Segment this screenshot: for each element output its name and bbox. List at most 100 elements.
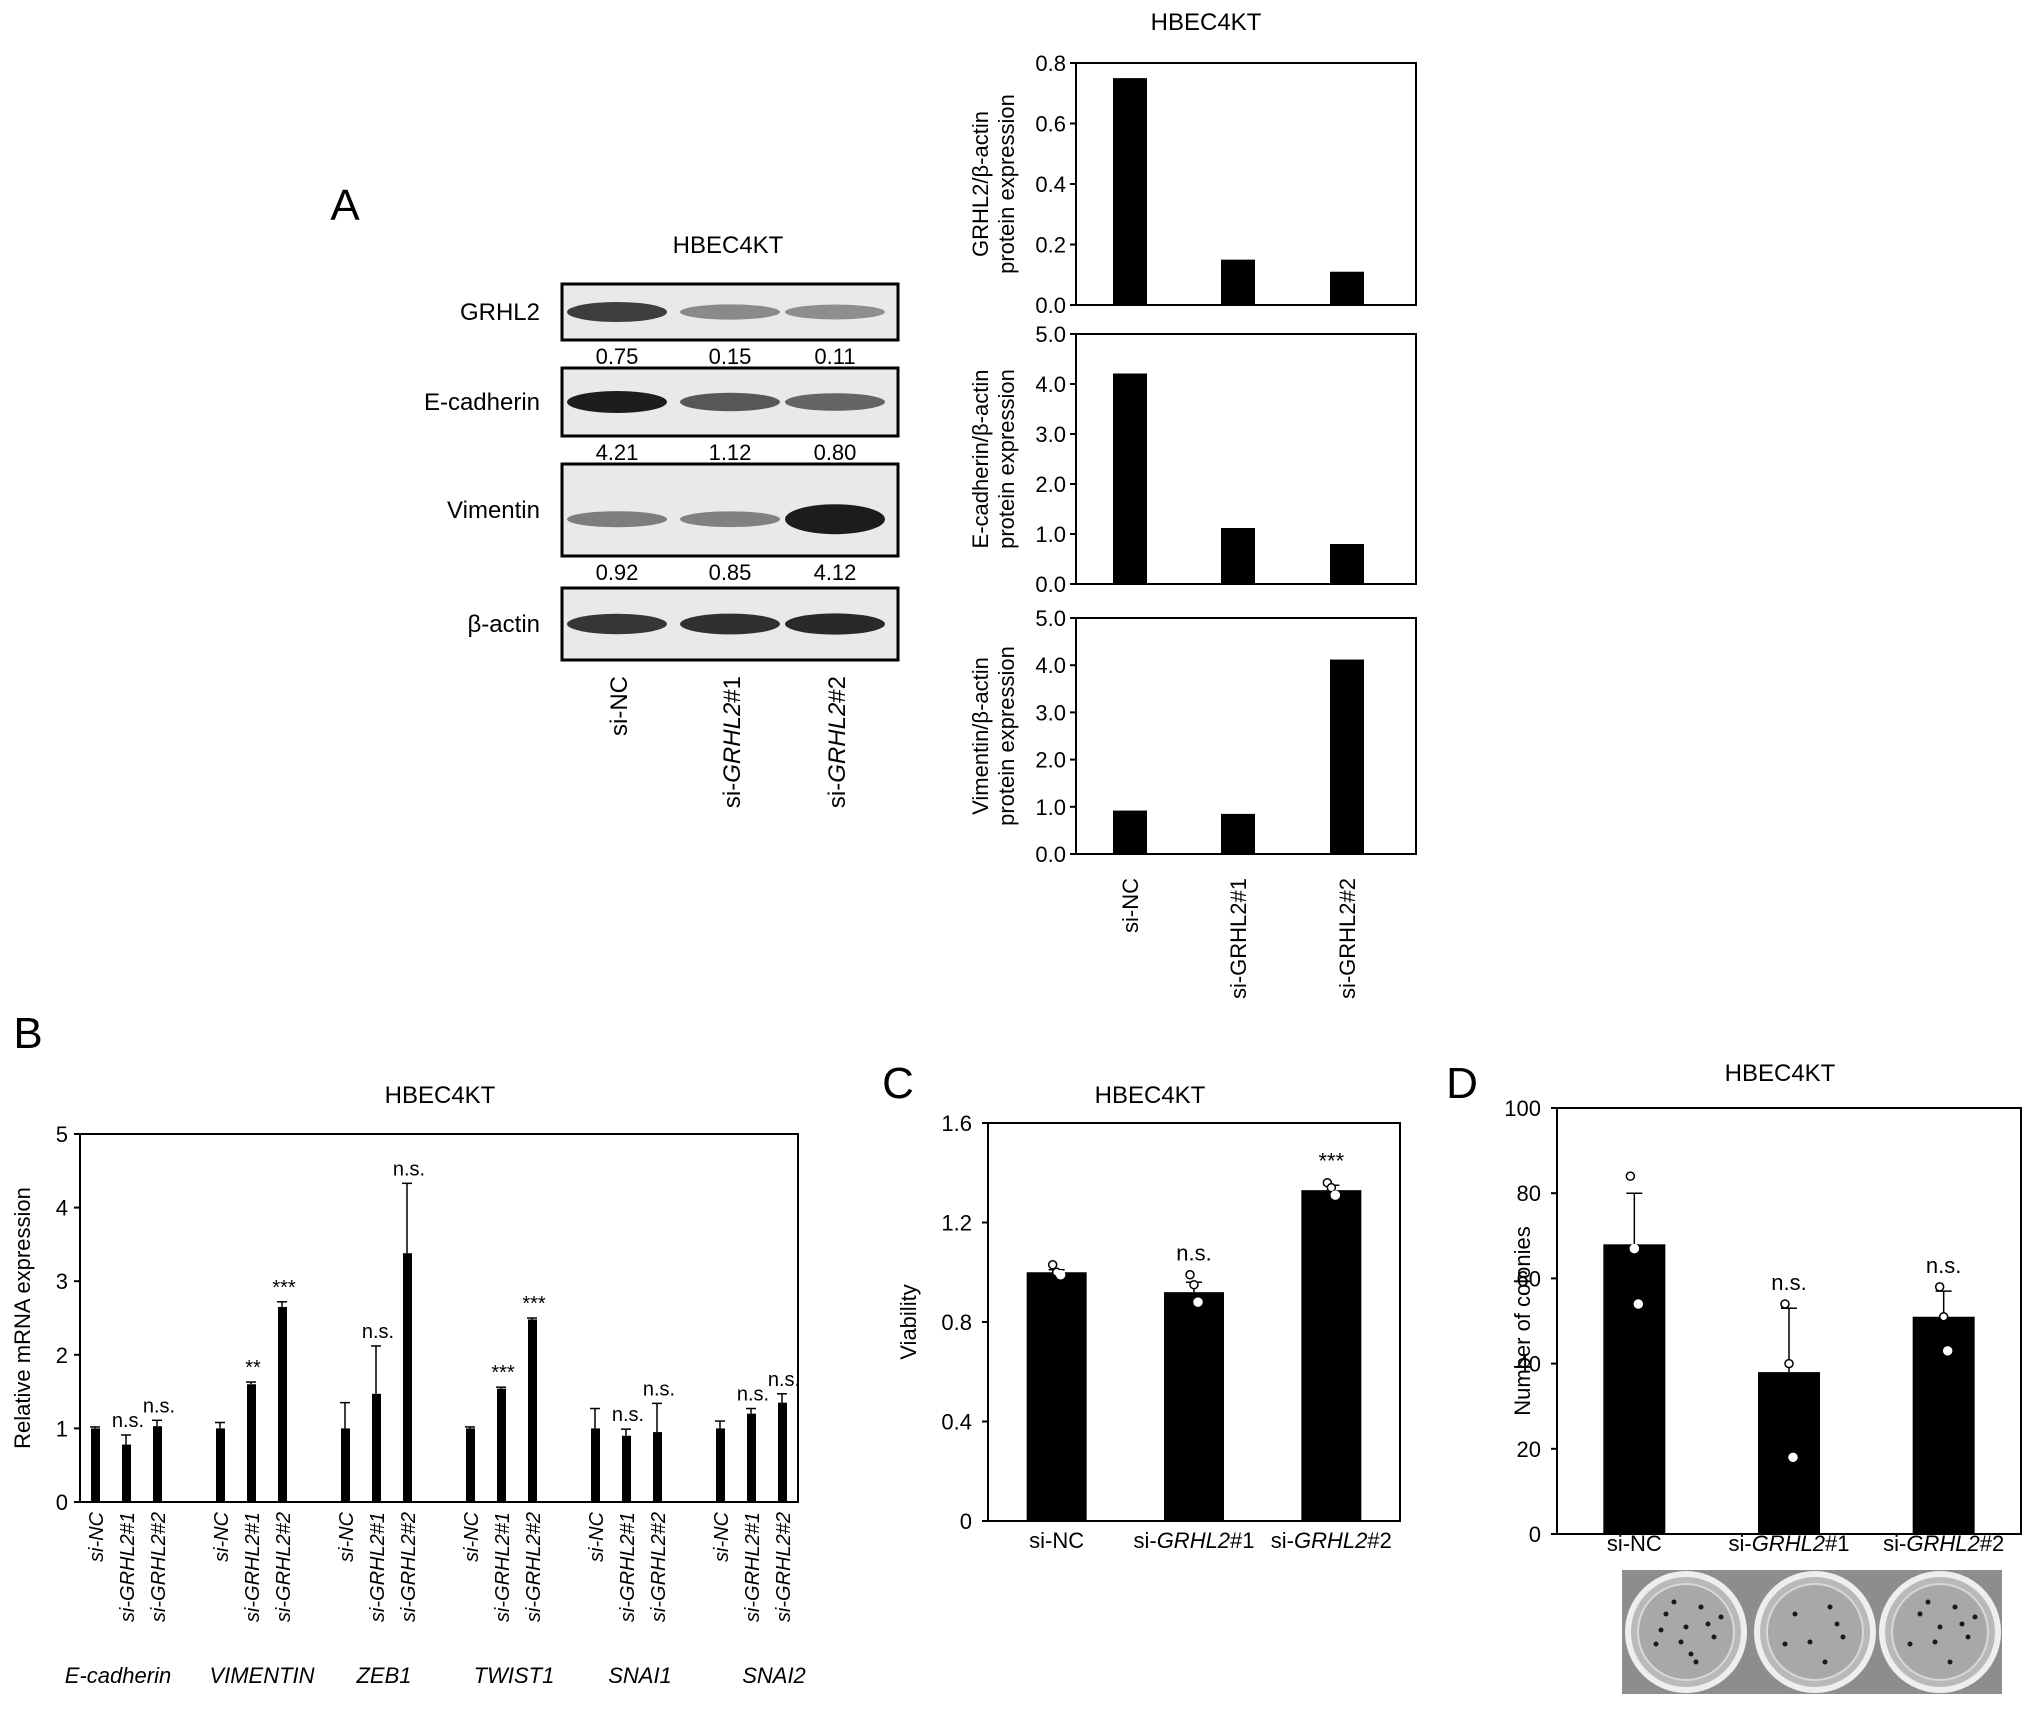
x-tick-label: si-NC <box>211 1511 233 1562</box>
x-tick-label: si-GRHL2#2 <box>1883 1531 2004 1556</box>
blot-quant-value: 0.92 <box>596 560 639 585</box>
label-part: si-NC <box>606 676 633 736</box>
data-point <box>1938 1311 1949 1322</box>
label-part: #2 <box>523 1512 545 1534</box>
blot-quant-value: 0.75 <box>596 344 639 369</box>
gene-label: SNAI1 <box>608 1663 672 1688</box>
label-part: si-NC <box>1607 1531 1662 1556</box>
label-part: #1 <box>1230 1528 1254 1553</box>
significance-label: *** <box>272 1277 296 1299</box>
x-tick-label: si-GRHL2#1 <box>367 1512 389 1622</box>
data-point <box>1633 1299 1644 1309</box>
data-point <box>1625 1171 1636 1181</box>
x-tick-label: si-GRHL2#1 <box>742 1512 764 1622</box>
significance-label: n.s. <box>768 1369 800 1391</box>
label-part: #1 <box>242 1512 264 1534</box>
y-tick-label: 20 <box>1517 1437 1541 1462</box>
label-part: si- <box>1133 1528 1156 1553</box>
y-tick-label: 40 <box>1517 1352 1541 1377</box>
significance-label: n.s. <box>362 1321 394 1343</box>
chart-title: HBEC4KT <box>1725 1060 1836 1087</box>
label-part-italic: GRHL2 <box>1906 1531 1979 1556</box>
colony <box>1688 1651 1694 1657</box>
colony <box>1678 1639 1684 1645</box>
y-tick-label: 2.0 <box>1035 748 1066 773</box>
y-tick-label: 1 <box>56 1416 68 1441</box>
label-part: si-NC <box>711 1511 733 1562</box>
bar <box>372 1393 381 1502</box>
label-part: #2 <box>398 1512 420 1534</box>
gene-label: VIMENTIN <box>209 1663 314 1688</box>
x-tick-label: si-GRHL2#1 <box>617 1512 639 1622</box>
x-tick-label: si-NC <box>1607 1531 1662 1556</box>
blot-band <box>785 613 885 635</box>
bar <box>1113 78 1147 305</box>
y-tick-label: 5.0 <box>1035 606 1066 631</box>
bar <box>341 1428 350 1502</box>
data-point <box>1330 1190 1341 1200</box>
plot-frame <box>79 1133 799 1503</box>
blot-row-1: E-cadherin 4.21 1.12 0.80 <box>424 366 900 465</box>
y-tick-label: 2.0 <box>1035 472 1066 497</box>
y-axis-label: GRHL2/β-actin <box>968 111 993 257</box>
colony <box>1658 1627 1664 1633</box>
y-tick-label: 0.4 <box>941 1410 972 1435</box>
dish-inner <box>1891 1583 1989 1681</box>
significance-label: n.s. <box>112 1410 144 1432</box>
label-part: si- <box>617 1601 639 1622</box>
significance-label: *** <box>491 1362 515 1384</box>
bar <box>1113 810 1147 854</box>
chart-C: HBEC4KT 0 0.4 0.8 1.2 1.6 Viability si-NC n.s. si… <box>896 1082 1401 1553</box>
label-part: #1 <box>742 1512 764 1534</box>
label-part-italic: GRHL2 <box>1294 1528 1367 1553</box>
chart-A-vim: 0.0 1.0 2.0 3.0 4.0 5.0 Vimentin/β-actin protei… <box>968 606 1417 999</box>
y-tick-label: 0.2 <box>1035 233 1066 258</box>
y-tick-label: 5.0 <box>1035 322 1066 347</box>
x-tick-label: si-NC <box>1118 878 1143 933</box>
label-part: #2 <box>1980 1531 2004 1556</box>
x-tick-label: si-GRHL2#2 <box>648 1512 670 1622</box>
significance-label: n.s. <box>737 1384 769 1406</box>
data-point <box>1326 1182 1337 1193</box>
significance-label: ** <box>245 1357 261 1379</box>
label-part: si- <box>367 1601 389 1622</box>
bar <box>1603 1244 1666 1534</box>
bar-group-0: si-NCn.s.si-GRHL2#1n.s.si-GRHL2#2E-cadhe… <box>65 1395 175 1688</box>
colony <box>1822 1659 1828 1665</box>
bar <box>1221 259 1255 305</box>
blot-band <box>785 304 885 320</box>
chart-title: HBEC4KT <box>1095 1082 1206 1109</box>
label-part: si- <box>273 1601 295 1622</box>
y-tick-label: 3 <box>56 1269 68 1294</box>
x-tick-label: si-GRHL2#1 <box>1728 1531 1849 1556</box>
y-tick-label: 100 <box>1504 1096 1541 1121</box>
label-part: si- <box>1883 1531 1906 1556</box>
label-part-italic: GRHL2 <box>492 1534 514 1601</box>
blot-title: HBEC4KT <box>673 232 784 259</box>
y-tick-label: 0.0 <box>1035 842 1066 867</box>
blot-band <box>567 302 667 322</box>
label-part: #1 <box>117 1512 139 1534</box>
y-tick-label: 1.0 <box>1035 522 1066 547</box>
label-part: #1 <box>617 1512 639 1534</box>
label-part: si- <box>117 1601 139 1622</box>
bar <box>153 1426 162 1502</box>
y-axis-label: protein expression <box>994 369 1019 549</box>
bar <box>1330 271 1364 305</box>
colony-plate-photo <box>1622 1570 2002 1694</box>
y-tick-label: 1.2 <box>941 1211 972 1236</box>
bar <box>91 1428 100 1502</box>
label-part-italic: GRHL2 <box>1752 1531 1825 1556</box>
significance-label: *** <box>1318 1149 1344 1174</box>
bar <box>1113 373 1147 584</box>
bar <box>591 1428 600 1502</box>
label-part: #2 <box>648 1512 670 1534</box>
bar <box>403 1253 412 1502</box>
blot-quant-value: 0.15 <box>709 344 752 369</box>
dish-inner <box>1766 1583 1864 1681</box>
bar <box>1758 1372 1820 1534</box>
colony <box>1947 1659 1953 1665</box>
y-tick-label: 0 <box>960 1509 972 1534</box>
